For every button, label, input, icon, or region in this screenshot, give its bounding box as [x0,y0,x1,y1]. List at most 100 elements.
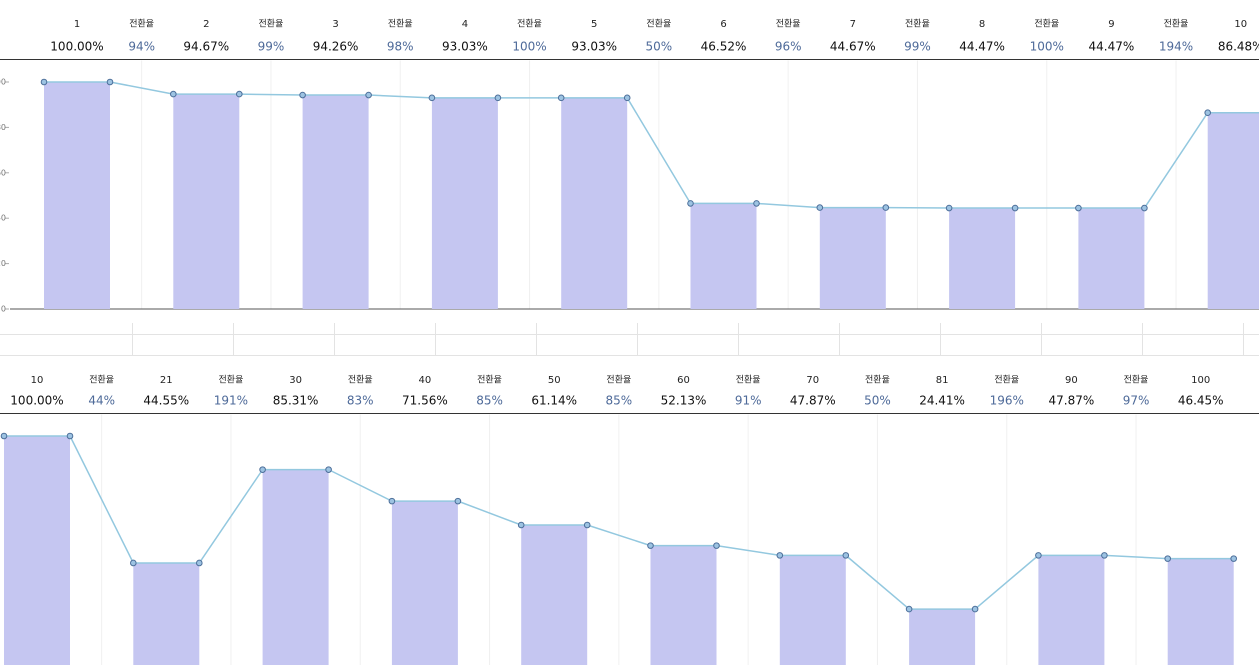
bar [779,555,846,665]
line-connector [845,554,910,610]
bar [44,82,110,309]
step-label: 3 [332,19,338,30]
conversion-value: 83% [347,394,374,408]
point [905,605,913,613]
point [325,466,332,473]
point [299,91,306,99]
point [623,94,631,102]
point [1164,555,1171,562]
line-connector [239,93,303,96]
step-label: 8 [979,19,985,30]
bar [1207,112,1259,309]
step-value: 44.67% [830,40,876,54]
point [517,521,525,529]
line-connector [716,544,780,557]
point [388,497,396,505]
step-value: 47.87% [790,394,836,408]
table-strip [0,323,1259,356]
bar [431,97,498,309]
conversion-value: 91% [735,394,762,408]
point [170,90,177,98]
y-tick-label: 60 [0,168,6,177]
point [1141,204,1148,212]
conversion-label: 전환율 [646,18,671,30]
line-connector [974,554,1039,610]
bar [4,436,70,665]
step-label: 10 [31,375,44,386]
point [882,204,890,211]
conversion-value: 100% [512,40,546,54]
conversion-value: 99% [904,40,931,54]
line-connector [109,81,174,95]
step-label: 70 [806,375,819,386]
point [0,432,8,440]
y-tick-label: 20 [0,259,6,268]
conversion-label: 전환율 [606,374,631,386]
step-value: 71.56% [402,394,448,408]
step-label: 90 [1065,375,1078,386]
conversion-value: 100% [1030,40,1064,54]
step-value: 93.03% [571,40,617,54]
step-label: 1 [74,19,80,30]
conversion-value: 50% [646,40,673,54]
conversion-label: 전환율 [388,18,413,30]
line-connector [626,97,692,204]
conversion-value: 85% [606,394,633,408]
step-label: 50 [548,375,561,386]
y-tick-label: 100 [0,78,6,87]
conversion-label: 전환율 [1164,18,1189,30]
step-value: 94.67% [183,40,229,54]
conversion-label: 전환율 [259,18,284,30]
point [130,559,137,567]
step-label: 60 [677,375,690,386]
step-label: 30 [289,375,302,386]
step-label: 40 [419,375,432,386]
point [66,432,74,440]
point [816,204,824,211]
point [106,78,114,86]
line-connector [368,94,432,99]
conversion-label: 전환율 [1124,374,1149,386]
step-label: 100 [1191,375,1210,386]
bar [909,609,976,665]
point [1101,552,1108,559]
conversion-label: 전환율 [736,374,761,386]
y-tick-label: 40 [0,214,6,223]
step-value: 100.00% [10,394,63,408]
point [557,94,565,102]
step-label: 10 [1234,19,1247,30]
conversion-value: 44% [88,394,115,408]
line-connector [1143,112,1209,209]
conversion-label: 전환율 [517,18,542,30]
conversion-label: 전환율 [89,374,114,386]
point [365,91,372,99]
step-label: 7 [850,19,856,30]
step-value: 24.41% [919,394,965,408]
step-value: 46.52% [701,40,747,54]
conversion-label: 전환율 [994,374,1019,386]
point [196,559,203,567]
point [1204,109,1211,116]
step-label: 2 [203,19,209,30]
point [753,200,760,207]
point [454,497,462,505]
conversion-value: 99% [258,40,285,54]
step-value: 52.13% [661,394,707,408]
y-tick-label: 0 [1,305,6,314]
step-label: 9 [1108,19,1114,30]
bar [133,562,200,665]
step-value: 47.87% [1049,394,1095,408]
step-value: 46.45% [1178,394,1224,408]
line-connector [756,202,820,209]
step-label: 4 [462,19,468,30]
conversion-label: 전환율 [219,374,244,386]
step-value: 93.03% [442,40,488,54]
bar [1078,208,1145,309]
bar [650,545,717,665]
bar [690,203,757,309]
line-connector [586,524,651,547]
line-connector [328,468,393,502]
bar [262,469,329,665]
conversion-label: 전환율 [905,18,930,30]
